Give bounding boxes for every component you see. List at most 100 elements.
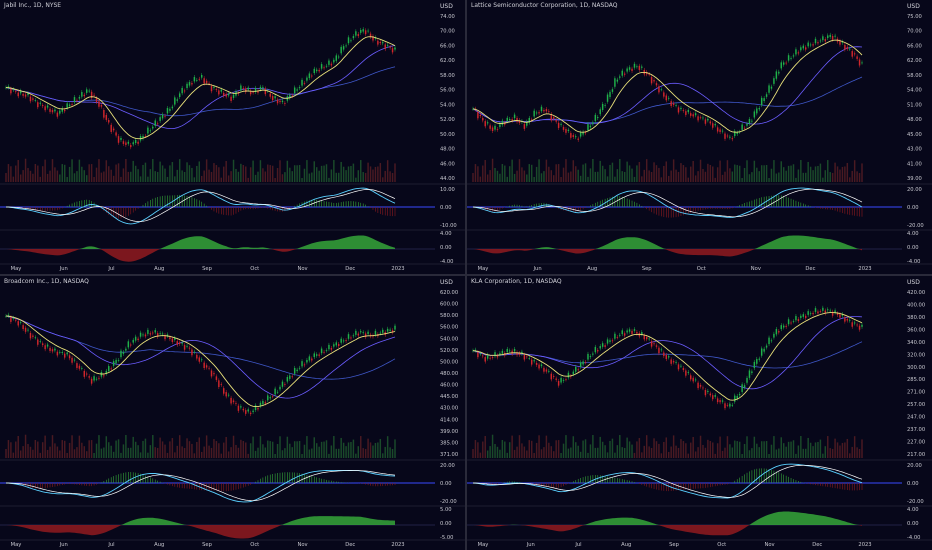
price-tick-label: 540.00	[440, 336, 458, 342]
volume-bar	[675, 169, 677, 182]
candle-body	[687, 372, 690, 373]
volume-bar	[227, 451, 230, 458]
hist-area-positive	[473, 511, 862, 525]
candle-body	[323, 351, 325, 353]
candle-body	[342, 46, 345, 50]
volume-bar	[601, 441, 604, 458]
volume-bar	[71, 435, 73, 458]
candle-body	[712, 395, 714, 400]
candle-body	[15, 91, 17, 93]
volume-bar	[32, 449, 34, 458]
candle-body	[540, 364, 543, 367]
time-axis-label: Oct	[250, 266, 259, 272]
candle-body	[76, 363, 78, 368]
candle-body	[775, 71, 778, 79]
volume-bar	[352, 163, 355, 182]
price-tick-label: 257.00	[907, 402, 925, 408]
chart-canvas[interactable]: 420.00 400.00 380.00 360.00 340.00 320.00 300.…	[467, 276, 932, 550]
candle-body	[667, 356, 670, 358]
volume-bar	[523, 170, 526, 182]
candle-body	[778, 331, 780, 333]
chart-pane-broadcom[interactable]: Broadcom Inc., 1D, NASDAQ USD 620.00 600.…	[0, 276, 465, 550]
macd-tick-label: 20.00	[907, 187, 922, 193]
candle-body	[232, 400, 235, 403]
volume-bar	[648, 446, 650, 458]
volume-bar	[247, 453, 249, 458]
macd-tick-label: 20.00	[907, 463, 922, 469]
volume-bar	[572, 436, 575, 458]
volume-bar	[54, 443, 56, 458]
volume-bar	[609, 440, 611, 458]
volume-bar	[570, 447, 572, 458]
volume-bar	[841, 166, 844, 182]
candle-body	[220, 89, 223, 92]
candle-body	[115, 132, 117, 136]
volume-bar	[161, 441, 164, 458]
hist-area-positive	[473, 235, 862, 249]
volume-bar	[724, 171, 726, 182]
chart-canvas[interactable]: 74.00 70.00 66.00 62.00 58.00 56.00 54.00 52.00…	[0, 0, 465, 274]
chart-pane-jabil[interactable]: Jabil Inc., 1D, NYSE USD 74.00 70.00 66.00…	[0, 0, 465, 274]
candle-body	[792, 321, 795, 323]
volume-bar	[543, 447, 545, 458]
hist-tick-label: -5.00	[440, 535, 453, 541]
candle-body	[731, 404, 734, 406]
volume-bar	[249, 443, 252, 458]
candle-body	[716, 398, 719, 403]
volume-bar	[183, 171, 186, 182]
candle-body	[345, 45, 347, 47]
volume-bar	[844, 166, 846, 182]
volume-bar	[54, 167, 56, 182]
candle-body	[95, 378, 98, 380]
volume-bar	[650, 171, 653, 182]
volume-bar	[196, 165, 198, 182]
candle-body	[756, 108, 758, 114]
candle-body	[218, 90, 220, 95]
candle-body	[694, 379, 697, 381]
candle-body	[550, 373, 553, 380]
candle-body	[623, 73, 626, 75]
macd-tick-label: 20.00	[440, 463, 455, 469]
candle-body	[340, 338, 342, 343]
chart-canvas[interactable]: 620.00 600.00 580.00 560.00 540.00 520.00 500.…	[0, 276, 465, 550]
volume-bar	[144, 438, 147, 458]
candle-body	[782, 62, 785, 65]
candle-body	[188, 82, 191, 86]
volume-bar	[171, 162, 174, 182]
volume-bar	[707, 163, 709, 182]
candle-body	[24, 94, 27, 97]
volume-bar	[245, 442, 247, 458]
candle-body	[345, 340, 347, 342]
candle-body	[100, 104, 103, 107]
volume-bar	[110, 169, 112, 182]
candle-body	[56, 351, 59, 356]
macd-tick-label: 0.00	[907, 481, 919, 487]
candle-body	[606, 339, 609, 344]
chart-pane-lattice[interactable]: Lattice Semiconductor Corporation, 1D, N…	[467, 0, 932, 274]
candle-body	[191, 349, 193, 356]
time-axis-label: Sep	[202, 266, 212, 272]
candle-body	[281, 381, 284, 387]
candle-body	[807, 311, 809, 315]
candle-body	[171, 338, 174, 342]
chart-pane-kla[interactable]: KLA Corporation, 1D, NASDAQ USD 420.00 40…	[467, 276, 932, 550]
candle-body	[672, 103, 675, 105]
candle-body	[120, 137, 122, 140]
volume-bar	[687, 177, 690, 182]
volume-bar	[330, 445, 333, 458]
volume-bar	[389, 171, 391, 182]
candle-body	[379, 332, 382, 334]
candle-body	[325, 350, 328, 352]
candle-body	[822, 36, 824, 41]
candle-body	[805, 315, 807, 319]
candle-body	[289, 375, 291, 379]
volume-bar	[557, 164, 560, 182]
volume-bar	[853, 160, 856, 182]
candle-body	[308, 73, 311, 79]
chart-canvas[interactable]: 75.00 70.00 66.00 62.00 58.00 54.00 51.00 48.00…	[467, 0, 932, 274]
candle-body	[526, 121, 528, 126]
volume-bar	[812, 170, 814, 182]
volume-bar	[29, 446, 32, 458]
pane-divider-horizontal[interactable]	[0, 274, 932, 276]
candle-body	[147, 329, 149, 334]
